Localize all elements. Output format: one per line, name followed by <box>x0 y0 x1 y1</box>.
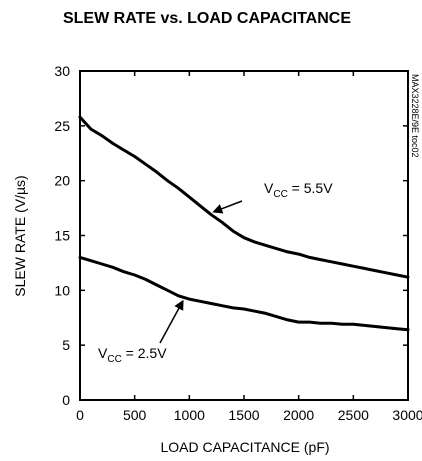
x-axis-label: LOAD CAPACITANCE (pF) <box>160 439 329 455</box>
annotation-arrow-2 <box>159 299 184 344</box>
series-line-2 <box>78 255 410 332</box>
y-tick-label: 25 <box>54 118 70 134</box>
x-axis-ticks: 0 500 1000 1500 2000 2500 3000 <box>76 71 422 423</box>
annotation-backing <box>95 342 191 364</box>
x-tick-label: 3000 <box>392 407 422 423</box>
y-tick-label: 10 <box>54 282 70 298</box>
annotation-rest: = 5.5V <box>288 180 333 196</box>
annotation-main: V <box>264 180 274 196</box>
chart-title: SLEW RATE vs. LOAD CAPACITANCE <box>63 10 351 27</box>
annotation-label-1: VCC = 5.5V <box>264 180 333 200</box>
annotation-arrow-1 <box>212 200 243 214</box>
annotation-rest: = 2.5V <box>122 345 167 361</box>
x-tick-label: 1500 <box>228 407 259 423</box>
y-tick-label: 0 <box>62 392 70 408</box>
annotation-label-2: VCC = 2.5V <box>98 345 167 365</box>
x-tick-label: 0 <box>76 407 84 423</box>
x-tick-label: 500 <box>123 407 147 423</box>
y-tick-label: 30 <box>54 63 70 79</box>
x-tick-label: 2500 <box>338 407 369 423</box>
y-axis-label: SLEW RATE (V/µs) <box>12 175 28 296</box>
annotation-main: V <box>98 345 108 361</box>
x-tick-label: 1000 <box>174 407 205 423</box>
x-tick-label: 2000 <box>283 407 314 423</box>
series-line-1 <box>78 115 410 279</box>
annotation-sub: CC <box>107 354 121 365</box>
y-tick-label: 20 <box>54 173 70 189</box>
annotation-sub: CC <box>273 189 287 200</box>
series-lines <box>78 115 410 332</box>
y-tick-label: 5 <box>62 337 70 353</box>
annotation-backing <box>261 177 357 199</box>
side-label: MAX3228E/9E toc02 <box>410 74 420 158</box>
y-tick-label: 15 <box>54 228 70 244</box>
y-axis-ticks: 0 5 10 15 20 25 30 <box>54 63 408 408</box>
